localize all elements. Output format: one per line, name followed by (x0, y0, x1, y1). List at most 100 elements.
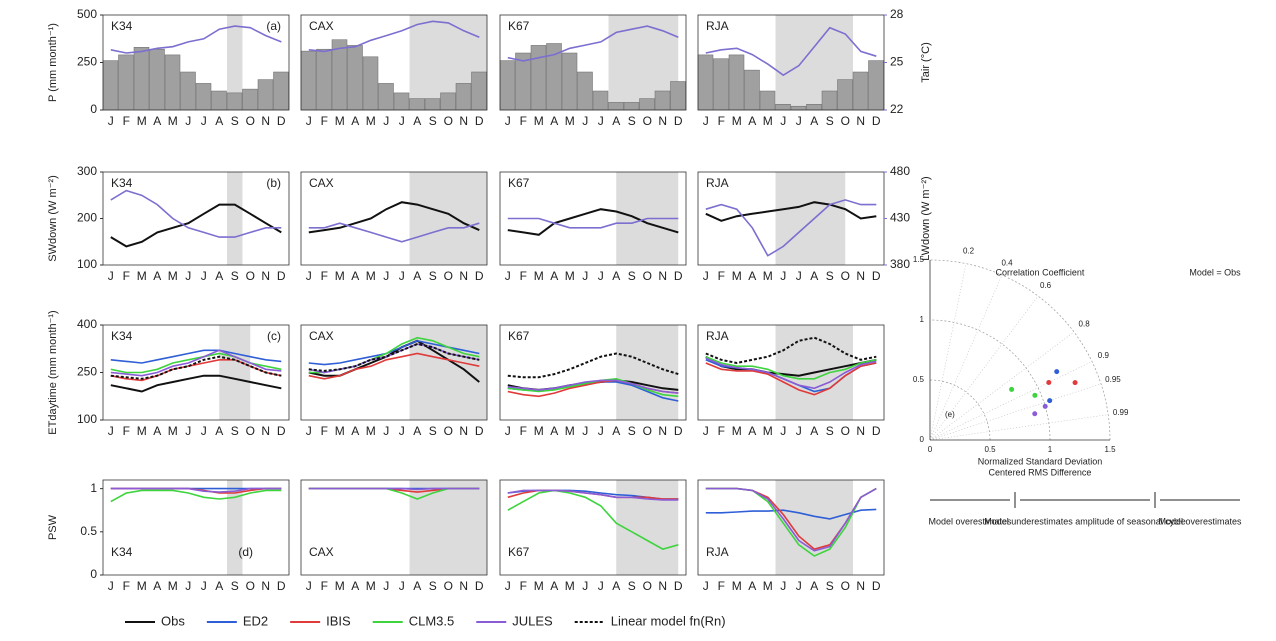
x-tick-label: O (444, 579, 453, 593)
y2-tick-label: 380 (890, 257, 910, 271)
y-tick-label: 200 (77, 211, 97, 225)
bar (639, 98, 655, 111)
bar (257, 79, 274, 111)
legend-label: Obs (161, 613, 185, 628)
x-tick-label: S (826, 269, 834, 283)
x-tick-label: A (612, 424, 620, 438)
dry-season (219, 325, 251, 420)
dry-season (409, 325, 487, 420)
bar (775, 104, 791, 111)
x-tick-label: F (718, 269, 725, 283)
bar (670, 81, 686, 111)
site-label: K34 (111, 19, 133, 33)
bar (455, 83, 472, 111)
site-label: RJA (706, 329, 729, 343)
x-axis-label: Centered RMS Difference (989, 467, 1092, 477)
series-line (308, 342, 480, 372)
x-tick-label: J (796, 424, 802, 438)
panel-letter: (b) (266, 176, 281, 190)
x-tick-label: F (520, 269, 527, 283)
x-tick-label: S (429, 269, 437, 283)
x-tick-label: O (444, 424, 453, 438)
x-tick-label: J (582, 579, 588, 593)
x-tick-label: J (108, 424, 114, 438)
x-tick-label: M (534, 114, 544, 128)
x-tick-label: S (231, 424, 239, 438)
panel-frame (499, 171, 687, 266)
x-tick-label: M (335, 114, 345, 128)
x-tick-label: M (137, 269, 147, 283)
x-tick-label: F (123, 424, 130, 438)
bar (806, 104, 822, 111)
x-tick-label: F (718, 114, 725, 128)
series-line (110, 489, 282, 503)
std-arc (929, 259, 1111, 441)
x-tick-label: D (674, 114, 683, 128)
bar (471, 71, 487, 111)
x-tick-label: A (550, 424, 558, 438)
x-tick-label: J (201, 579, 207, 593)
model-point (1032, 392, 1038, 398)
std-tick-label: 1 (1048, 445, 1053, 454)
dry-season (227, 480, 243, 575)
x-tick-label: M (335, 579, 345, 593)
y-tick-label: 0 (90, 102, 97, 116)
corr-line (929, 331, 1075, 441)
x-tick-label: J (201, 269, 207, 283)
x-tick-label: A (153, 114, 161, 128)
y2-axis-label: Tair (°C) (920, 42, 932, 82)
bar (713, 58, 729, 111)
x-tick-label: F (123, 269, 130, 283)
x-tick-label: A (810, 114, 818, 128)
corr-line (929, 295, 1039, 441)
bar (409, 98, 425, 111)
x-tick-label: N (658, 579, 667, 593)
x-tick-label: J (582, 269, 588, 283)
bar (149, 48, 165, 111)
x-tick-label: A (351, 579, 359, 593)
x-tick-label: M (366, 269, 376, 283)
dry-season (775, 172, 846, 265)
x-tick-label: N (658, 114, 667, 128)
x-tick-label: M (763, 114, 773, 128)
x-tick-label: J (306, 114, 312, 128)
x-tick-label: O (643, 269, 652, 283)
bar (821, 90, 838, 111)
dry-season (409, 172, 487, 265)
x-tick-label: J (185, 579, 191, 593)
x-tick-label: O (246, 424, 255, 438)
x-tick-label: J (703, 269, 709, 283)
x-tick-label: O (444, 114, 453, 128)
x-tick-label: J (780, 114, 786, 128)
x-tick-label: D (277, 579, 286, 593)
x-tick-label: J (108, 579, 114, 593)
x-tick-label: A (550, 269, 558, 283)
x-tick-label: A (612, 269, 620, 283)
series-line (110, 203, 282, 248)
x-tick-label: D (872, 424, 881, 438)
x-tick-label: O (643, 114, 652, 128)
x-tick-label: A (748, 579, 756, 593)
y-axis-label: ETdaytime (mm month⁻¹) (47, 310, 59, 434)
bar (118, 54, 134, 111)
bar (728, 54, 745, 111)
x-tick-label: J (505, 269, 511, 283)
x-tick-label: M (732, 269, 742, 283)
y-axis-label: SWdown (W m⁻²) (47, 175, 59, 261)
bar (102, 60, 119, 111)
x-tick-label: J (185, 424, 191, 438)
x-tick-label: N (658, 269, 667, 283)
site-label: K67 (508, 545, 530, 559)
x-tick-label: M (763, 269, 773, 283)
y-tick-label: 100 (77, 257, 97, 271)
dry-season (227, 15, 243, 110)
x-tick-label: A (351, 114, 359, 128)
panel-letter: (a) (266, 19, 281, 33)
dry-season (616, 325, 679, 420)
x-tick-label: A (215, 579, 223, 593)
corr-tick-label: 0.4 (1001, 259, 1013, 268)
series-line (705, 199, 877, 257)
y2-tick-label: 22 (890, 102, 904, 116)
